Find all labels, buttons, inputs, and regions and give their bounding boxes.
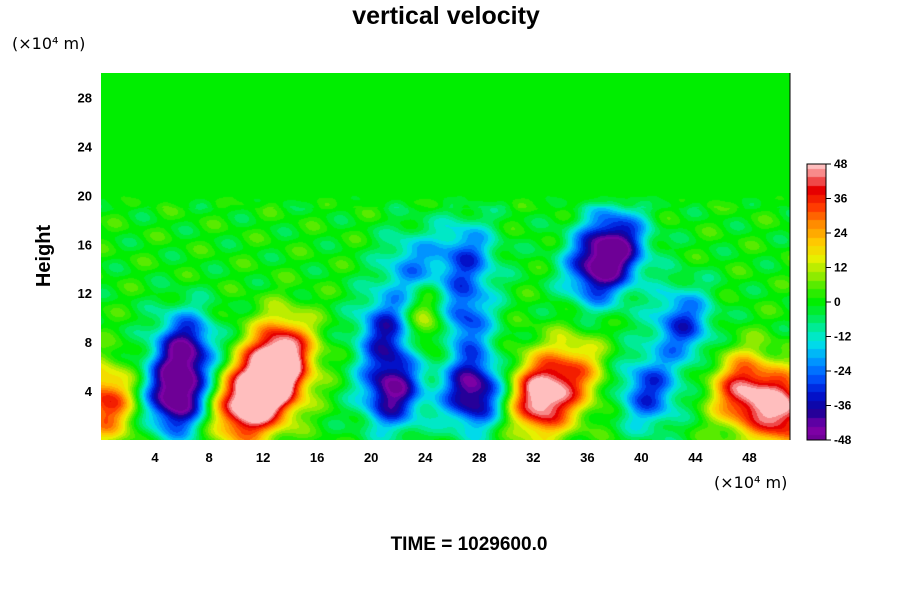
x-tick-label: 48 [742,450,756,465]
y-tick-label: 4 [85,384,93,399]
colorbar-tick-label: 36 [834,192,848,206]
y-axis-label: Height [33,225,55,288]
y-tick-label: 16 [78,237,92,252]
heatmap-plot-area [101,73,790,440]
x-tick-label: 20 [364,450,378,465]
time-label: TIME = 1029600.0 [391,534,548,555]
y-tick-label: 24 [78,139,93,154]
colorbar-tick-label: -24 [834,364,852,378]
x-tick-label: 36 [580,450,594,465]
colorbar-tick-label: 0 [834,295,841,309]
y-tick-label: 8 [85,335,92,350]
colorbar-ticks: 48 36 24 12 0 -12 -24 -36 -48 [826,157,852,447]
x-tick-label: 40 [634,450,648,465]
x-tick-label: 8 [205,450,212,465]
y-axis-unit: (×10⁴ m) [12,34,85,53]
colorbar-tick-label: 48 [834,157,848,171]
colorbar-gradient [807,164,826,440]
colorbar-tick-label: 12 [834,261,848,275]
x-tick-label: 16 [310,450,324,465]
x-axis-ticks: 4 8 12 16 20 24 28 32 36 40 44 48 [151,450,756,465]
x-axis-unit: (×10⁴ m) [714,473,787,492]
colorbar: 48 36 24 12 0 -12 -24 -36 -48 [806,157,852,447]
colorbar-fill [807,164,826,440]
x-tick-label: 44 [688,450,703,465]
y-tick-label: 12 [78,286,92,301]
x-tick-label: 4 [151,450,159,465]
colorbar-tick-label: -48 [834,433,852,447]
x-tick-label: 32 [526,450,540,465]
chart-title: vertical velocity [352,2,540,30]
x-tick-label: 28 [472,450,486,465]
y-tick-label: 20 [78,188,92,203]
y-axis-ticks: 4 8 12 16 20 24 28 [78,90,93,399]
colorbar-tick-label: -12 [834,330,852,344]
velocity-field-heatmap [101,73,790,440]
colorbar-tick-label: 24 [834,226,848,240]
x-tick-label: 24 [418,450,433,465]
y-tick-label: 28 [78,90,92,105]
colorbar-tick-label: -36 [834,399,852,413]
x-tick-label: 12 [256,450,270,465]
